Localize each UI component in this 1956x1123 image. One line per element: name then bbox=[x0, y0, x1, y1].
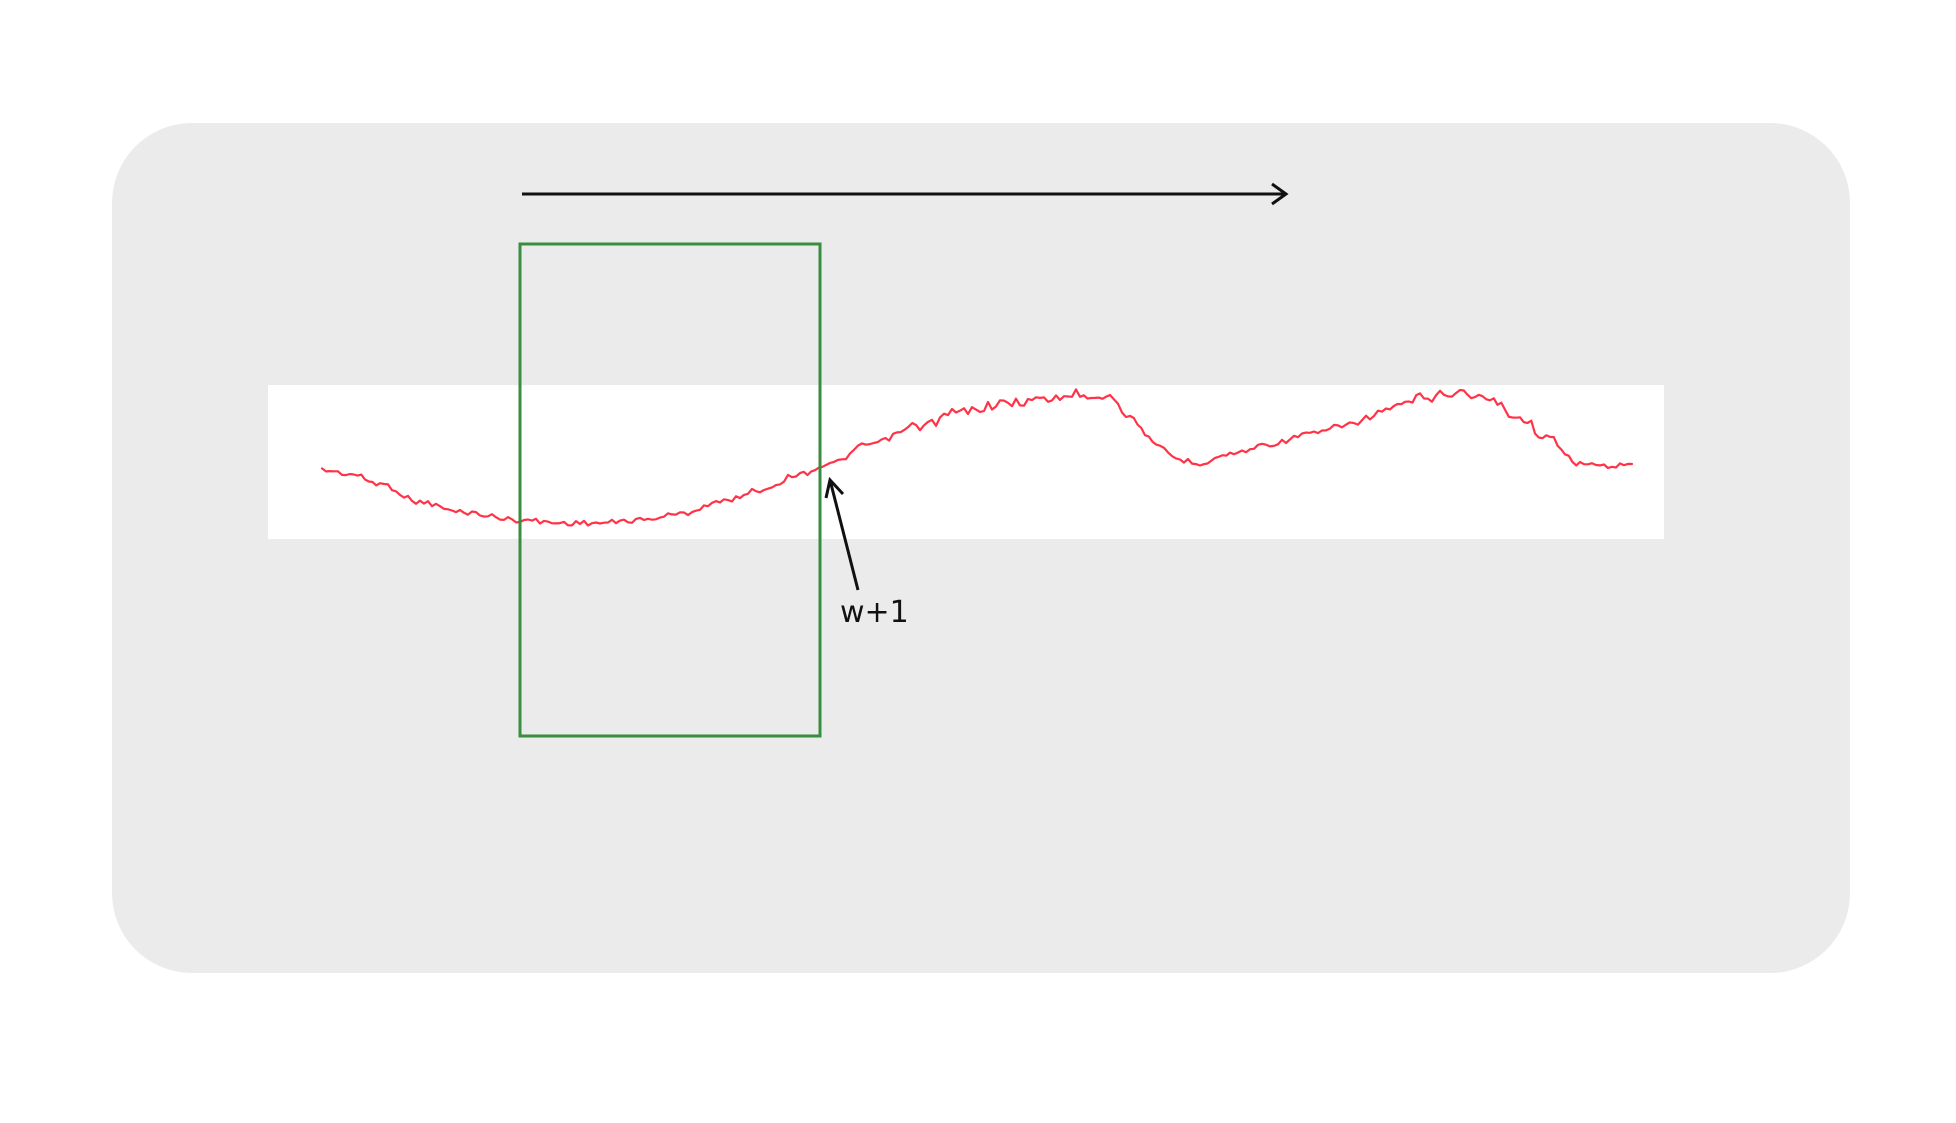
pointer-arrow bbox=[824, 476, 860, 591]
window-label: w+1 bbox=[840, 595, 909, 630]
direction-arrow bbox=[522, 182, 1289, 206]
signal-line bbox=[320, 388, 1634, 527]
signal-band bbox=[268, 385, 1664, 539]
window-box bbox=[518, 242, 822, 738]
panel-background bbox=[112, 123, 1850, 973]
